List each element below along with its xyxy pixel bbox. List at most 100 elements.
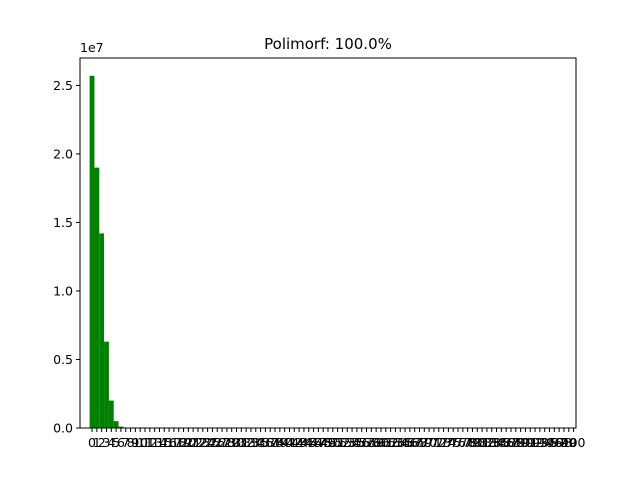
x-tick-label: 83: [484, 435, 500, 450]
x-tick-label: 38: [267, 435, 283, 450]
y-tick-label: 0.0: [53, 421, 73, 436]
y-tick-label: 2.5: [53, 78, 73, 93]
x-axis-ticks: 0123456789101112131415161718192021222324…: [88, 428, 586, 450]
x-tick-label: 43: [291, 435, 307, 450]
x-tick-label: 48: [315, 435, 331, 450]
x-tick-label: 55: [349, 435, 365, 450]
x-tick-label: 21: [185, 435, 201, 450]
x-tick-label: 74: [440, 435, 456, 450]
x-tick-label: 82: [479, 435, 495, 450]
x-tick-label: 0: [88, 435, 96, 450]
x-tick-label: 34: [248, 435, 264, 450]
x-tick-label: 88: [508, 435, 524, 450]
x-tick-label: 28: [219, 435, 235, 450]
x-tick-label: 92: [527, 435, 543, 450]
x-tick-label: 90: [517, 435, 533, 450]
x-tick-label: 23: [195, 435, 211, 450]
x-tick-label: 76: [450, 435, 466, 450]
x-tick-label: 72: [431, 435, 447, 450]
x-tick-label: 31: [233, 435, 249, 450]
x-tick-label: 2: [98, 435, 106, 450]
bar-0: [89, 75, 95, 428]
x-tick-label: 99: [561, 435, 577, 450]
x-tick-label: 37: [262, 435, 278, 450]
x-tick-label: 29: [224, 435, 240, 450]
x-tick-label: 66: [402, 435, 418, 450]
x-tick-label: 93: [532, 435, 548, 450]
x-tick-label: 15: [156, 435, 172, 450]
x-tick-label: 53: [339, 435, 355, 450]
y-tick-label: 0.5: [53, 352, 73, 367]
bar-5: [113, 421, 119, 428]
x-tick-label: 78: [460, 435, 476, 450]
x-tick-label: 44: [296, 435, 312, 450]
x-tick-label: 71: [426, 435, 442, 450]
x-tick-label: 18: [171, 435, 187, 450]
plot-frame: [79, 57, 577, 429]
x-tick-label: 62: [383, 435, 399, 450]
bar-4: [108, 400, 114, 428]
y-tick-label: 2.0: [53, 146, 73, 161]
x-tick-label: 1: [93, 435, 101, 450]
x-tick-label: 45: [301, 435, 317, 450]
x-tick-label: 27: [214, 435, 230, 450]
x-tick-label: 32: [238, 435, 254, 450]
x-tick-label: 81: [474, 435, 490, 450]
x-tick-label: 68: [412, 435, 428, 450]
bar-2: [99, 233, 105, 428]
x-tick-label: 84: [489, 435, 505, 450]
bar-3: [104, 341, 109, 428]
x-tick-label: 13: [147, 435, 163, 450]
x-tick-label: 30: [229, 435, 245, 450]
x-tick-label: 17: [166, 435, 182, 450]
x-tick-label: 100: [562, 435, 586, 450]
bar-6: [118, 426, 124, 428]
x-tick-label: 11: [137, 435, 153, 450]
x-tick-label: 9: [131, 435, 139, 450]
x-tick-label: 5: [112, 435, 120, 450]
x-tick-label: 24: [200, 435, 216, 450]
x-tick-label: 98: [556, 435, 572, 450]
x-tick-label: 56: [354, 435, 370, 450]
x-tick-label: 79: [465, 435, 481, 450]
x-tick-label: 61: [378, 435, 394, 450]
x-tick-label: 47: [310, 435, 326, 450]
x-tick-label: 33: [243, 435, 259, 450]
x-tick-label: 39: [272, 435, 288, 450]
y-scale-multiplier: 1e7: [80, 40, 104, 55]
x-tick-label: 87: [503, 435, 519, 450]
x-tick-label: 95: [542, 435, 558, 450]
x-tick-label: 25: [204, 435, 220, 450]
y-tick-label: 1.5: [53, 215, 73, 230]
x-tick-label: 6: [117, 435, 125, 450]
x-tick-label: 35: [253, 435, 269, 450]
x-tick-label: 97: [551, 435, 567, 450]
x-tick-label: 46: [306, 435, 322, 450]
x-tick-label: 96: [546, 435, 562, 450]
x-tick-label: 22: [190, 435, 206, 450]
x-tick-label: 16: [161, 435, 177, 450]
x-tick-label: 10: [132, 435, 148, 450]
x-tick-label: 70: [421, 435, 437, 450]
y-tick-label: 1.0: [53, 283, 73, 298]
x-tick-label: 8: [127, 435, 135, 450]
x-tick-label: 67: [407, 435, 423, 450]
x-tick-label: 49: [320, 435, 336, 450]
x-tick-label: 58: [363, 435, 379, 450]
x-tick-label: 50: [325, 435, 341, 450]
bar-1: [94, 167, 100, 428]
x-tick-label: 4: [107, 435, 115, 450]
x-tick-label: 12: [142, 435, 158, 450]
x-tick-label: 14: [152, 435, 168, 450]
x-tick-label: 94: [537, 435, 553, 450]
x-tick-label: 26: [209, 435, 225, 450]
x-tick-label: 91: [522, 435, 538, 450]
x-tick-label: 41: [282, 435, 298, 450]
x-tick-label: 86: [498, 435, 514, 450]
x-tick-label: 73: [436, 435, 452, 450]
x-tick-label: 89: [513, 435, 529, 450]
x-tick-label: 59: [368, 435, 384, 450]
x-tick-label: 64: [392, 435, 408, 450]
x-tick-label: 7: [122, 435, 130, 450]
